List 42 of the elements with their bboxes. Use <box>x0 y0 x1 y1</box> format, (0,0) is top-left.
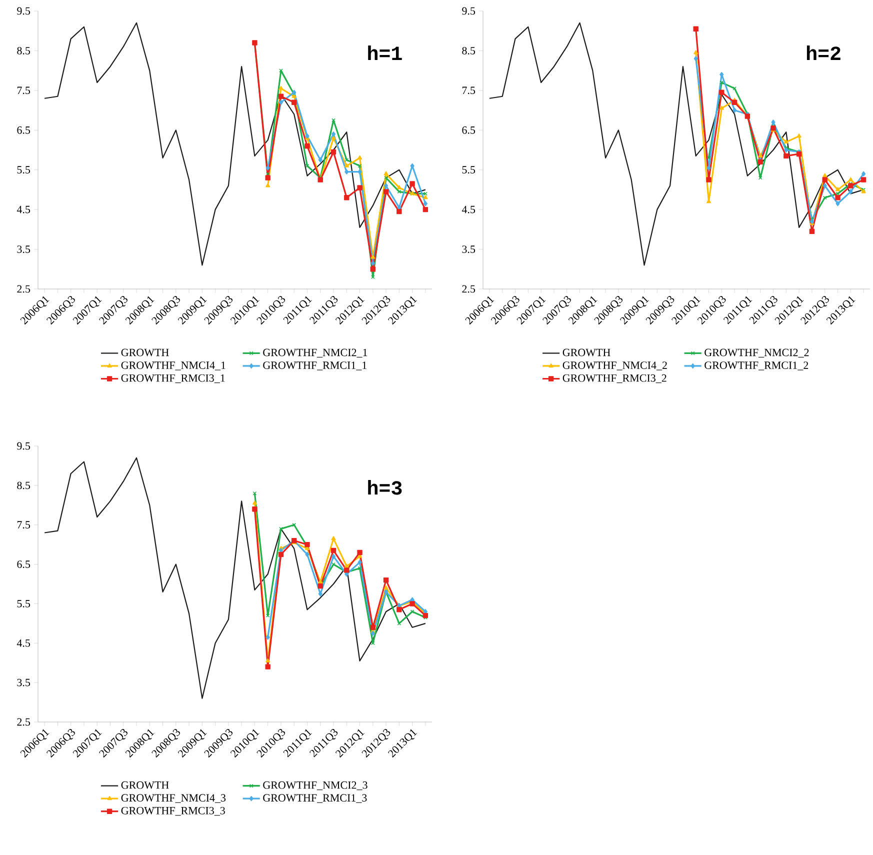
y-tick-label: 4.5 <box>16 639 30 647</box>
y-tick-label: 9.5 <box>17 7 30 15</box>
y-tick-label: 5.5 <box>17 600 30 608</box>
y-tick-label: 3.5 <box>17 246 30 253</box>
y-tick-label: 5.5 <box>462 166 476 174</box>
y-tick-label: 8.5 <box>462 46 476 54</box>
y-tick-label: 4.5 <box>16 206 30 214</box>
y-tick-label: 2.5 <box>462 285 476 293</box>
legend-label: GROWTHF_NMCI4_1 <box>121 362 226 370</box>
annotation: h=1 <box>368 45 402 60</box>
legend-label: GROWTHF_NMCI4_3 <box>121 794 226 803</box>
legend-label: GROWTHF_RMCI1_2 <box>704 362 808 370</box>
y-tick-label: 8.5 <box>17 46 30 54</box>
legend-label: GROWTHF_NMCI4_2 <box>562 362 667 370</box>
legend-label: GROWTHF_RMCI3_1 <box>121 374 225 384</box>
annotation: h=3 <box>368 480 402 495</box>
y-tick-label: 7.5 <box>17 86 30 94</box>
legend-label: GROWTHF_NMCI2_1 <box>263 348 368 358</box>
legend-label: GROWTHF_RMCI3_3 <box>121 806 225 816</box>
y-tick-label: 2.5 <box>17 285 30 293</box>
y-tick-label: 6.5 <box>462 126 476 134</box>
y-tick-label: 6.5 <box>17 126 30 134</box>
y-tick-label: 5.5 <box>17 166 30 174</box>
y-tick-label: 7.5 <box>17 521 30 529</box>
legend-label: GROWTHF_RMCI1_1 <box>263 362 366 370</box>
annotation: h=2 <box>806 45 840 60</box>
legend-label: GROWTHF_NMCI2_2 <box>704 348 809 358</box>
legend-label: GROWTHF_NMCI2_3 <box>263 781 368 790</box>
y-tick-label: 8.5 <box>17 482 30 490</box>
y-tick-label: 2.5 <box>17 718 30 726</box>
legend-label: GROWTH <box>121 781 169 789</box>
y-tick-label: 3.5 <box>17 678 30 686</box>
y-tick-label: 3.5 <box>462 246 476 253</box>
y-tick-label: 9.5 <box>17 442 30 450</box>
legend-label: GROWTH <box>562 348 610 356</box>
y-tick-label: 9.5 <box>462 7 476 15</box>
y-tick-label: 6.5 <box>17 560 30 568</box>
legend-label: GROWTH <box>121 348 169 356</box>
legend-label: GROWTHF_RMCI3_2 <box>562 374 666 384</box>
y-tick-label: 4.5 <box>462 206 476 214</box>
legend-label: GROWTHF_RMCI1_3 <box>263 794 367 803</box>
y-tick-label: 7.5 <box>462 86 476 94</box>
